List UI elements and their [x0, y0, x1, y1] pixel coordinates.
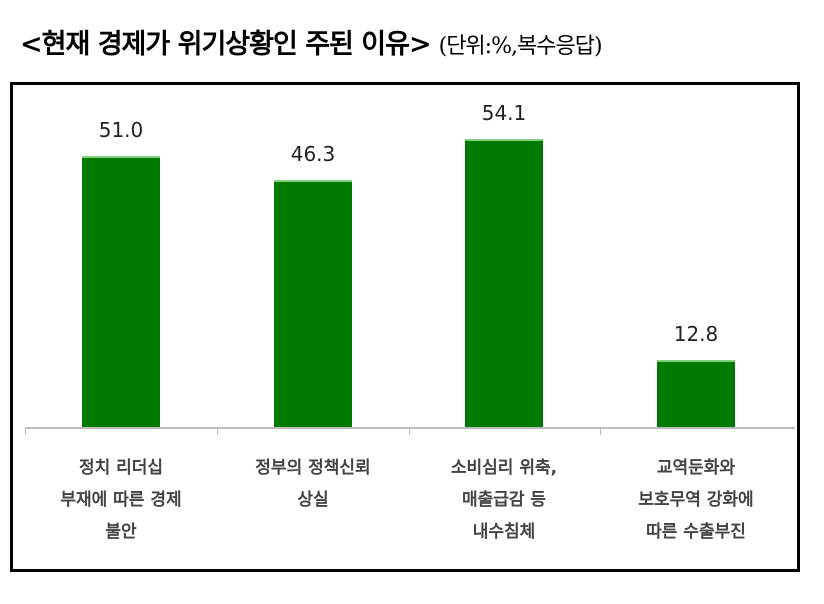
category-label-line: 매출급감 등	[461, 490, 547, 510]
category-label-line: 소비심리 위축,	[450, 458, 558, 478]
bar-export-slump	[657, 360, 735, 427]
category-label: 정치 리더십 부재에 따른 경제 불안	[26, 452, 216, 548]
bar-policy-trust	[274, 180, 352, 427]
value-label: 12.8	[673, 322, 719, 346]
category-label-line: 내수침체	[472, 522, 536, 542]
category-label-line: 정부의 정책신뢰	[255, 458, 371, 478]
x-axis-tick	[217, 427, 218, 435]
chart-unit-note: (단위:%,복수응답)	[438, 34, 603, 59]
category-label-line: 상실	[297, 490, 329, 510]
chart-title: <현재 경제가 위기상황인 주된 이유> (단위:%,복수응답)	[20, 22, 603, 61]
x-axis-tick	[25, 427, 26, 435]
value-label: 46.3	[290, 142, 336, 166]
chart-title-main: <현재 경제가 위기상황인 주된 이유>	[20, 29, 432, 60]
x-axis-line	[25, 427, 795, 429]
bar-domestic-slump	[465, 139, 543, 427]
category-label-line: 부재에 따른 경제	[60, 490, 182, 510]
category-label: 소비심리 위축, 매출급감 등 내수침체	[409, 452, 599, 548]
category-label-line: 정치 리더십	[78, 458, 164, 478]
category-label-line: 따른 수출부진	[646, 522, 746, 542]
category-label: 정부의 정책신뢰 상실	[218, 452, 408, 516]
value-label: 51.0	[98, 118, 144, 142]
value-label: 54.1	[481, 101, 527, 125]
x-axis-tick	[600, 427, 601, 435]
bar-political-leadership	[82, 156, 160, 427]
category-label-line: 보호무역 강화에	[638, 490, 754, 510]
x-axis-tick	[409, 427, 410, 435]
category-label-line: 교역둔화와	[656, 458, 736, 478]
category-label-line: 불안	[105, 522, 137, 542]
category-label: 교역둔화와 보호무역 강화에 따른 수출부진	[601, 452, 791, 548]
